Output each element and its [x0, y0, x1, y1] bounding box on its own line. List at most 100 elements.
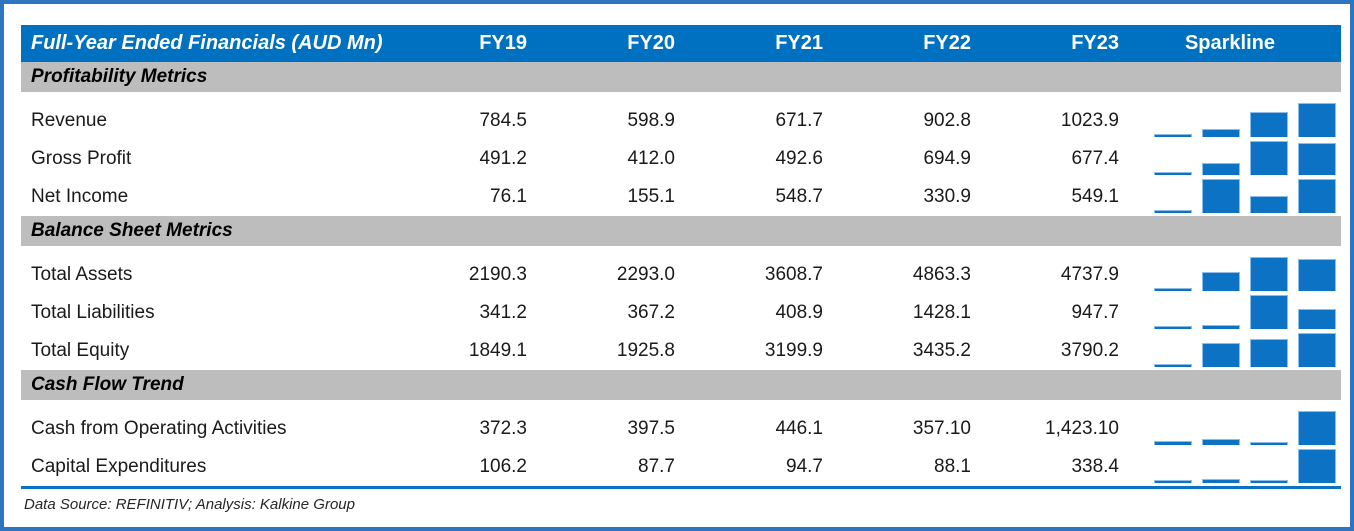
sparkline-bar [1154, 480, 1192, 483]
sparkline-bar [1202, 179, 1240, 213]
sparkline-bar [1250, 295, 1288, 329]
table-header-row: Full-Year Ended Financials (AUD Mn) FY19… [21, 25, 1341, 62]
sparkline-total-assets [1119, 256, 1341, 294]
table-row-gross-profit: Gross Profit 491.2 412.0 492.6 694.9 677.4 [21, 140, 1341, 178]
cell-fy23: 4737.9 [1060, 264, 1119, 285]
column-header-fy23: FY23 [1071, 32, 1119, 54]
sparkline-bar [1154, 288, 1192, 291]
table-row-revenue: Revenue 784.5 598.9 671.7 902.8 1023.9 [21, 102, 1341, 140]
cell-fy19: 372.3 [479, 418, 527, 439]
table-row-total-equity: Total Equity 1849.1 1925.8 3199.9 3435.2 3790… [21, 332, 1341, 370]
cell-fy21: 671.7 [775, 110, 823, 131]
section-header-cash-flow-trend: Cash Flow Trend [21, 370, 1341, 400]
cell-fy20: 155.1 [627, 186, 675, 207]
section-header-profitability-metrics: Profitability Metrics [21, 62, 1341, 92]
row-label: Total Equity [31, 340, 130, 361]
row-label: Total Liabilities [31, 302, 155, 323]
sparkline-bar [1154, 441, 1192, 445]
sparkline-bar [1154, 210, 1192, 213]
row-label: Cash from Operating Activities [31, 418, 287, 439]
sparkline-bar [1202, 163, 1240, 175]
cell-fy20: 2293.0 [616, 264, 675, 285]
bottom-rule [21, 486, 1341, 489]
cell-fy21: 3199.9 [764, 340, 823, 361]
cell-fy21: 408.9 [775, 302, 823, 323]
section-header-balance-sheet-metrics: Balance Sheet Metrics [21, 216, 1341, 246]
cell-fy22: 330.9 [923, 186, 971, 207]
sparkline-bar [1202, 325, 1240, 329]
cell-fy23: 1,423.10 [1045, 418, 1119, 439]
cell-fy20: 1925.8 [616, 340, 675, 361]
cell-fy22: 3435.2 [912, 340, 971, 361]
cell-fy19: 106.2 [479, 456, 527, 477]
cell-fy22: 902.8 [923, 110, 971, 131]
cell-fy19: 491.2 [479, 148, 527, 169]
cell-fy21: 548.7 [775, 186, 823, 207]
sparkline-bar [1298, 143, 1336, 175]
row-label: Net Income [31, 186, 129, 207]
column-header-fy21: FY21 [775, 32, 823, 54]
sparkline-bar [1250, 141, 1288, 175]
table-title: Full-Year Ended Financials (AUD Mn) [31, 32, 383, 54]
sparkline-bar [1250, 480, 1288, 483]
cell-fy22: 88.1 [934, 456, 971, 477]
sparkline-gross-profit [1119, 140, 1341, 178]
table-row-total-liabilities: Total Liabilities 341.2 367.2 408.9 1428.1 94… [21, 294, 1341, 332]
sparkline-bar [1298, 411, 1336, 445]
cell-fy22: 694.9 [923, 148, 971, 169]
sparkline-bar [1154, 134, 1192, 137]
table-row-cash-from-operating-activities: Cash from Operating Activities 372.3 397.5… [21, 410, 1341, 448]
cell-fy19: 784.5 [479, 110, 527, 131]
sparkline-bar [1250, 196, 1288, 213]
cell-fy20: 367.2 [627, 302, 675, 323]
column-header-fy22: FY22 [923, 32, 971, 54]
cell-fy20: 87.7 [638, 456, 675, 477]
sparkline-total-equity [1119, 332, 1341, 370]
column-header-fy20: FY20 [627, 32, 675, 54]
table-row-capital-expenditures: Capital Expenditures 106.2 87.7 94.7 88.1 338… [21, 448, 1341, 486]
sparkline-bar [1298, 309, 1336, 329]
cell-fy22: 1428.1 [912, 302, 971, 323]
cell-fy23: 677.4 [1071, 148, 1119, 169]
cell-fy23: 1023.9 [1060, 110, 1119, 131]
sparkline-bar [1202, 479, 1240, 483]
cell-fy23: 947.7 [1071, 302, 1119, 323]
cell-fy21: 446.1 [775, 418, 823, 439]
sparkline-revenue [1119, 102, 1341, 140]
cell-fy20: 412.0 [627, 148, 675, 169]
sparkline-bar [1298, 333, 1336, 367]
sparkline-bar [1154, 326, 1192, 329]
sparkline-bar [1250, 339, 1288, 367]
cell-fy21: 3608.7 [764, 264, 823, 285]
cell-fy20: 397.5 [627, 418, 675, 439]
sparkline-net-income [1119, 178, 1341, 216]
sparkline-bar [1298, 179, 1336, 213]
row-label: Revenue [31, 110, 108, 131]
sparkline-total-liabilities [1119, 294, 1341, 332]
cell-fy22: 357.10 [912, 418, 971, 439]
cell-fy22: 4863.3 [912, 264, 971, 285]
row-label: Total Assets [31, 264, 133, 285]
cell-fy23: 549.1 [1071, 186, 1119, 207]
sparkline-bar [1250, 257, 1288, 291]
sparkline-bar [1202, 343, 1240, 367]
cell-fy21: 492.6 [775, 148, 823, 169]
sparkline-bar [1202, 439, 1240, 445]
cell-fy21: 94.7 [786, 456, 823, 477]
sparkline-bar [1154, 364, 1192, 367]
sparkline-bar [1154, 172, 1192, 175]
column-header-sparkline: Sparkline [1184, 32, 1276, 54]
sparkline-capital-expenditures [1119, 448, 1341, 486]
row-label: Gross Profit [31, 148, 132, 169]
sparkline-bar [1298, 103, 1336, 137]
row-label: Capital Expenditures [31, 456, 207, 477]
sparkline-bar [1298, 259, 1336, 291]
cell-fy20: 598.9 [627, 110, 675, 131]
cell-fy23: 3790.2 [1060, 340, 1119, 361]
sparkline-bar [1298, 449, 1336, 483]
sparkline-bar [1202, 272, 1240, 291]
sparkline-cash-from-operating-activities [1119, 410, 1341, 448]
cell-fy19: 341.2 [479, 302, 527, 323]
cell-fy19: 76.1 [490, 186, 527, 207]
